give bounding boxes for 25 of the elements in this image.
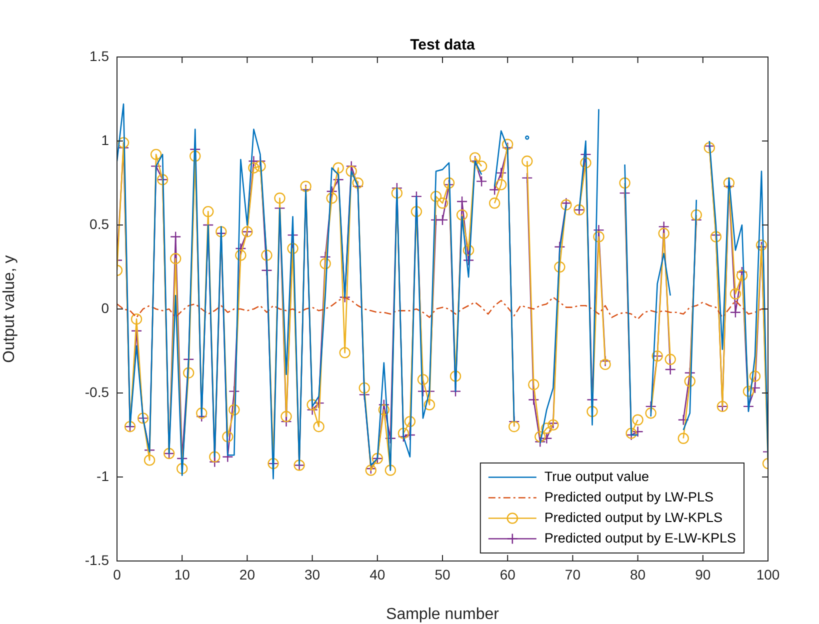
y-tick-label: -1.5 — [84, 552, 110, 568]
x-tick-label: 50 — [434, 566, 450, 582]
x-tick-label: 100 — [756, 566, 780, 582]
chart-title: Test data — [410, 36, 476, 54]
x-tick-label: 70 — [564, 566, 581, 582]
y-tick-label: 1.5 — [90, 48, 110, 64]
legend-label: Predicted output by LW-KPLS — [544, 510, 723, 525]
legend-label: Predicted output by E-LW-KPLS — [544, 530, 736, 546]
y-tick-label: -0.5 — [84, 384, 110, 400]
legend-label: Predicted output by LW-PLS — [544, 489, 714, 504]
y-tick-label: -1 — [96, 468, 110, 484]
y-tick-label: 0.5 — [90, 216, 110, 232]
x-tick-label: 0 — [113, 566, 122, 582]
x-tick-label: 30 — [304, 566, 320, 582]
x-tick-label: 60 — [500, 566, 516, 582]
x-tick-label: 20 — [239, 566, 256, 582]
y-tick-label: 1 — [101, 132, 110, 148]
x-tick-label: 90 — [695, 566, 711, 582]
x-axis-title: Sample number — [386, 606, 500, 623]
legend-label: True output value — [544, 468, 649, 484]
y-axis-title: Output value, y — [1, 255, 18, 363]
x-tick-label: 10 — [174, 566, 190, 582]
y-tick-label: 0 — [101, 300, 110, 316]
x-tick-label: 80 — [630, 566, 646, 582]
x-tick-label: 40 — [370, 566, 386, 582]
